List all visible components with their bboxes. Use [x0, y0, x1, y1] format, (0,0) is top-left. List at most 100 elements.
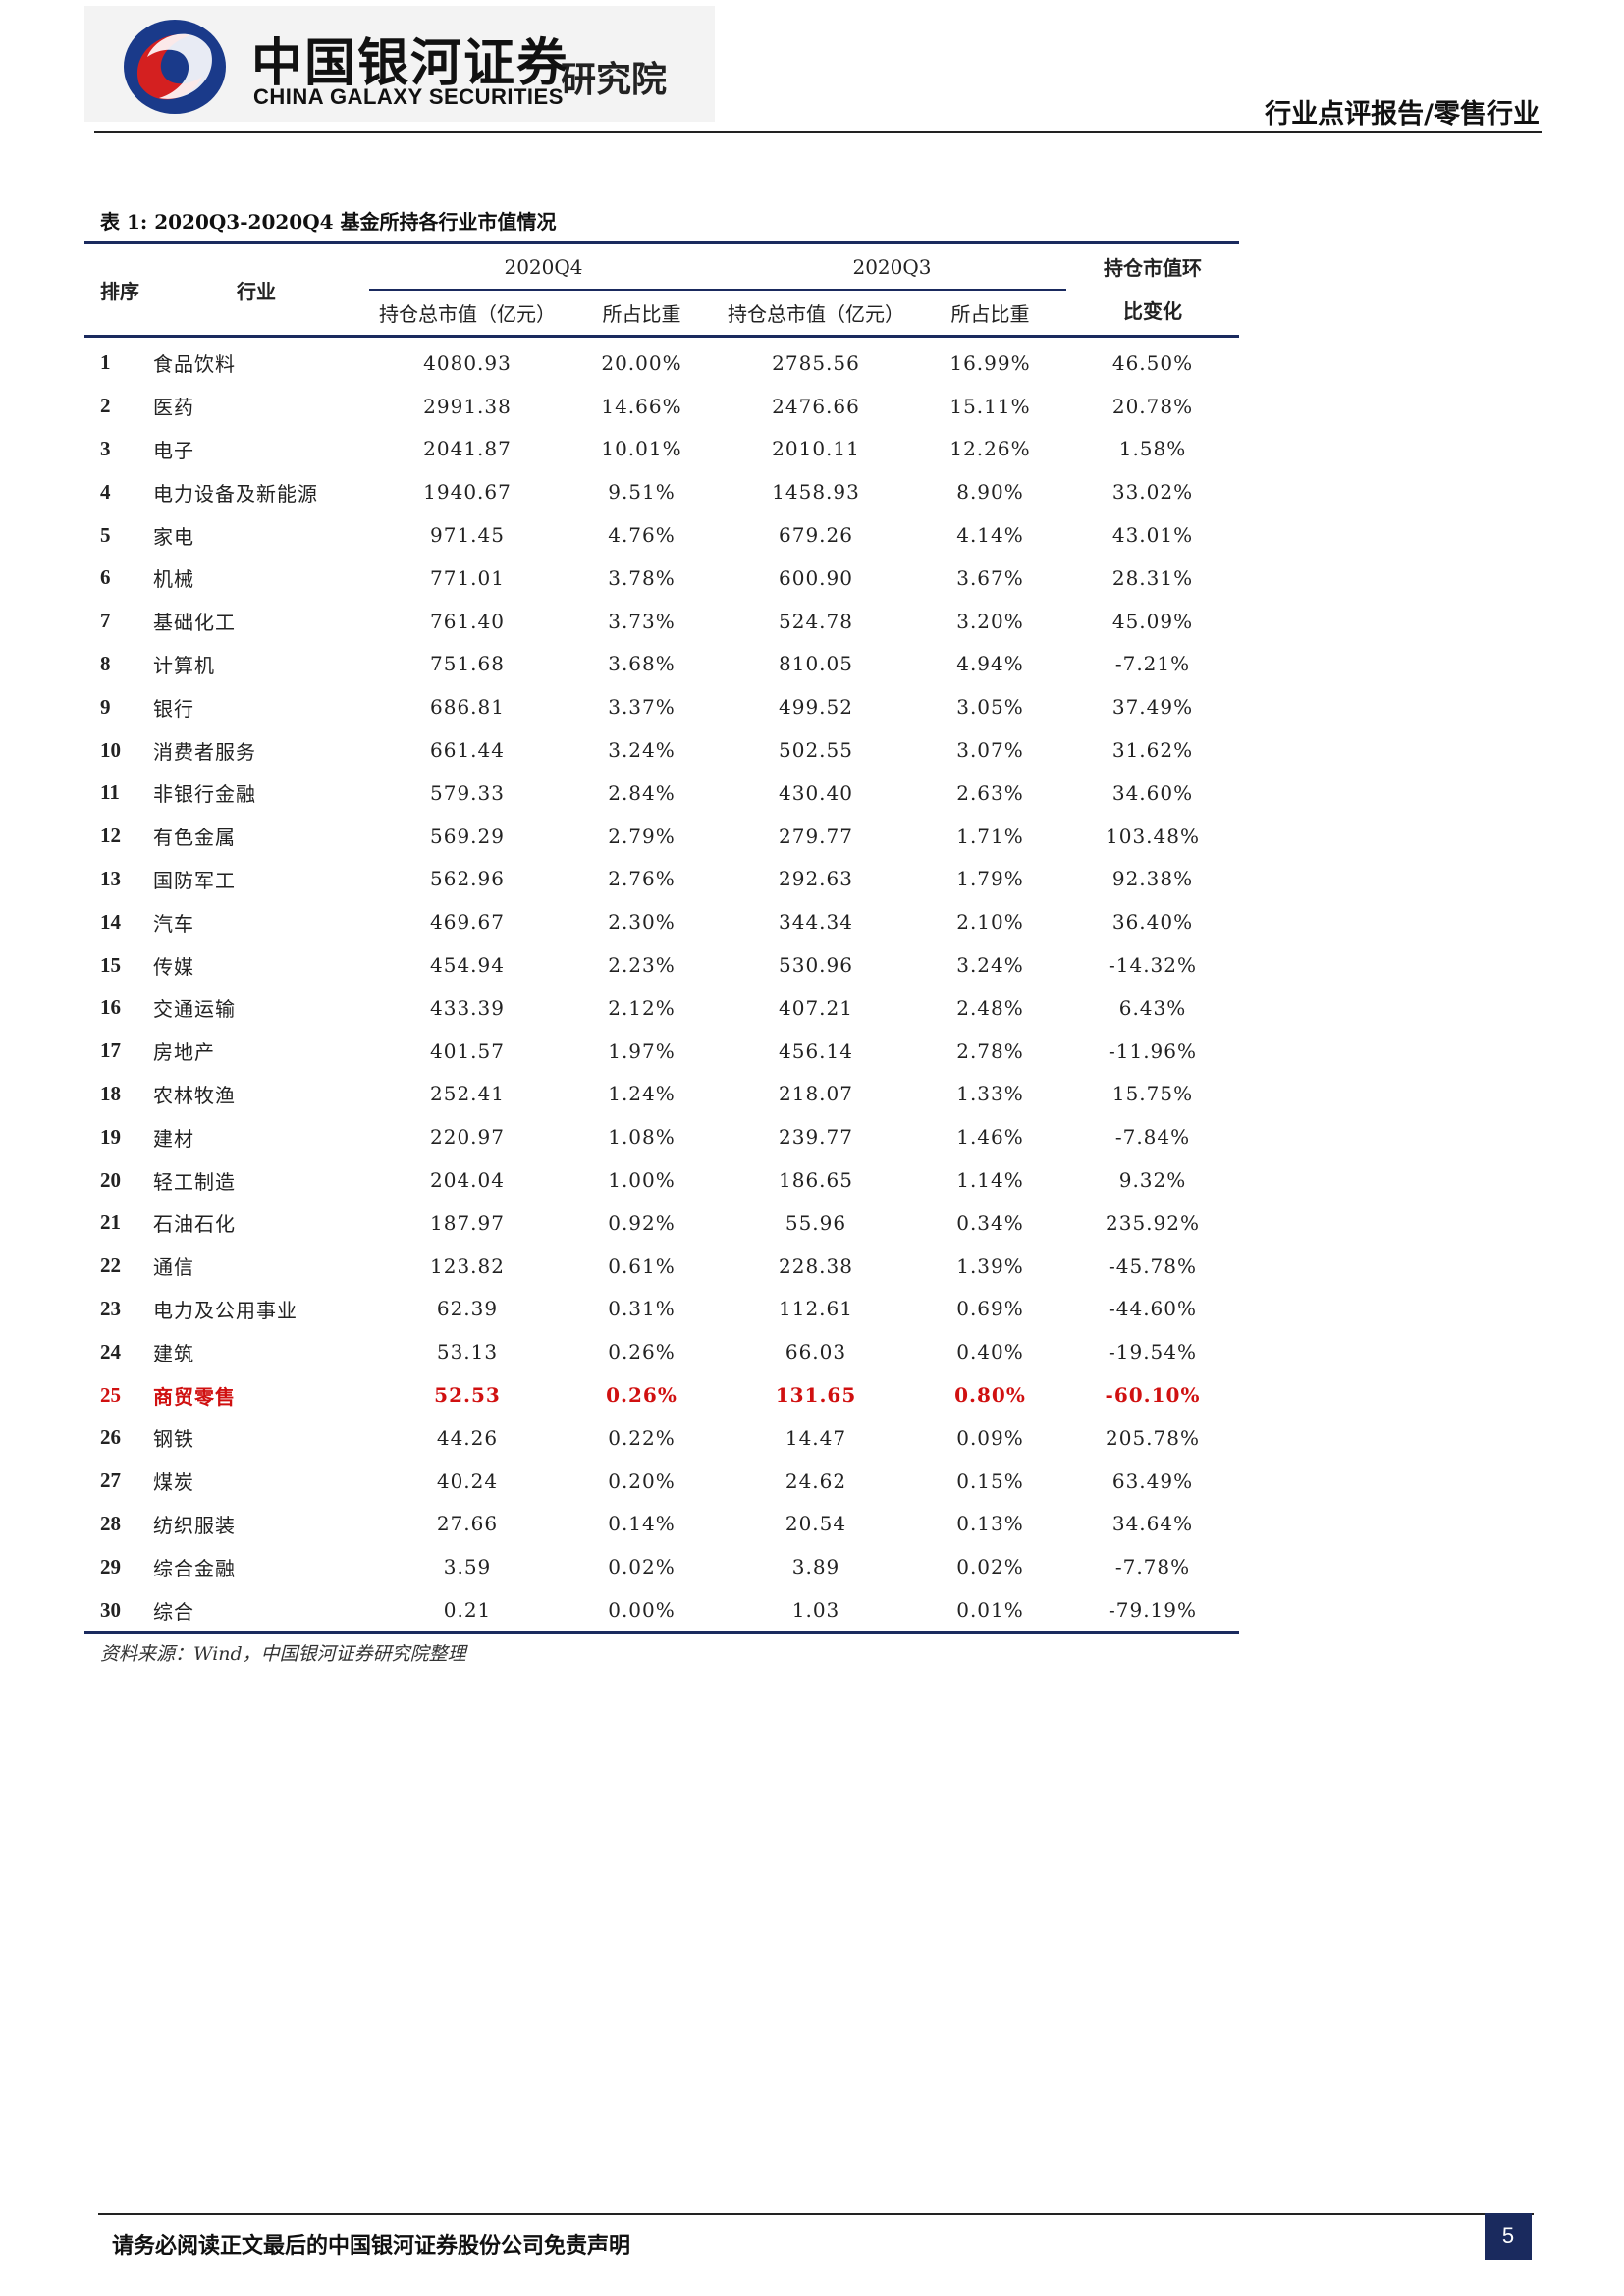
row-change: 235.92% [1106, 1210, 1200, 1235]
header-divider [94, 131, 1542, 133]
row-q4-market-value: 2991.38 [423, 394, 512, 418]
row-q3-market-value: 131.65 [775, 1383, 857, 1408]
table-row: 19 建材 220.97 1.08% 239.77 1.46% -7.84% [84, 1115, 1239, 1158]
row-q3-weight: 0.34% [956, 1210, 1024, 1235]
table-row: 10 消费者服务 661.44 3.24% 502.55 3.07% 31.62% [84, 728, 1239, 772]
table-row: 20 轻工制造 204.04 1.00% 186.65 1.14% 9.32% [84, 1158, 1239, 1201]
row-q4-market-value: 771.01 [430, 565, 505, 590]
table-row: 27 煤炭 40.24 0.20% 24.62 0.15% 63.49% [84, 1460, 1239, 1503]
header-q3-weight: 所占比重 [914, 290, 1066, 338]
row-q3-market-value: 430.40 [779, 780, 853, 805]
row-q4-weight: 0.26% [606, 1383, 677, 1408]
row-q3-weight: 0.40% [956, 1340, 1024, 1364]
row-change: -7.84% [1114, 1125, 1191, 1149]
row-q3-weight: 8.90% [956, 480, 1024, 505]
row-q4-market-value: 204.04 [430, 1168, 505, 1193]
row-rank: 19 [100, 1124, 121, 1148]
row-q4-market-value: 569.29 [430, 824, 505, 848]
row-rank: 30 [84, 1588, 153, 1634]
row-change: 20.78% [1111, 394, 1194, 418]
row-rank: 4 [100, 479, 111, 504]
row-rank: 18 [100, 1081, 121, 1105]
row-industry: 传媒 [153, 954, 194, 979]
row-q4-market-value: 661.44 [430, 738, 505, 763]
table-body: 1 食品饮料 4080.93 20.00% 2785.56 16.99% 46.50% 2 医药… [84, 337, 1239, 1634]
row-rank: 1 [100, 350, 111, 375]
row-rank: 24 [100, 1339, 121, 1363]
row-q3-weight: 1.14% [956, 1168, 1024, 1193]
table-row: 7 基础化工 761.40 3.73% 524.78 3.20% 45.09% [84, 600, 1239, 643]
row-change: -19.54% [1108, 1340, 1198, 1364]
row-rank: 13 [100, 866, 121, 890]
row-rank: 17 [100, 1039, 121, 1063]
row-q4-weight: 3.68% [608, 652, 676, 676]
row-rank: 28 [100, 1511, 121, 1535]
row-q4-weight: 10.01% [601, 437, 682, 461]
row-q3-weight: 2.10% [956, 910, 1024, 934]
row-q4-weight: 0.31% [608, 1297, 676, 1321]
table-row: 5 家电 971.45 4.76% 679.26 4.14% 43.01% [84, 513, 1239, 557]
row-industry: 电力及公用事业 [153, 1298, 298, 1322]
row-rank: 8 [100, 651, 111, 675]
row-q3-market-value: 112.61 [779, 1297, 853, 1321]
table-row: 11 非银行金融 579.33 2.84% 430.40 2.63% 34.60% [84, 772, 1239, 815]
table-row: 25 商贸零售 52.53 0.26% 131.65 0.80% -60.10% [84, 1373, 1239, 1416]
row-q4-market-value: 0.21 [369, 1588, 566, 1634]
row-change: 28.31% [1111, 565, 1194, 590]
row-change: 15.75% [1111, 1082, 1194, 1106]
row-q3-market-value: 20.54 [785, 1512, 847, 1536]
row-q4-market-value: 62.39 [436, 1297, 499, 1321]
table-row: 23 电力及公用事业 62.39 0.31% 112.61 0.69% -44.60% [84, 1288, 1239, 1331]
row-rank: 2 [100, 394, 111, 418]
row-q3-weight: 0.09% [956, 1425, 1024, 1450]
row-q4-weight: 1.24% [608, 1082, 676, 1106]
row-q3-weight: 0.02% [956, 1555, 1024, 1579]
footer-divider [98, 2213, 1534, 2215]
row-q3-market-value: 407.21 [779, 995, 853, 1020]
row-q3-weight: 12.26% [949, 437, 1031, 461]
row-q4-market-value: 187.97 [430, 1210, 505, 1235]
row-industry: 国防军工 [153, 868, 236, 892]
row-q3-weight: 0.80% [954, 1383, 1026, 1408]
row-q3-market-value: 239.77 [779, 1125, 853, 1149]
table-row: 30 综合 0.21 0.00% 1.03 0.01% -79.19% [84, 1588, 1239, 1634]
row-rank: 5 [100, 522, 111, 547]
row-rank: 21 [100, 1210, 121, 1235]
row-industry: 通信 [153, 1255, 194, 1280]
row-q3-market-value: 499.52 [779, 695, 853, 720]
row-q3-market-value: 1.03 [718, 1588, 914, 1634]
row-change: 1.58% [1118, 437, 1187, 461]
row-q3-weight: 0.01% [914, 1588, 1066, 1634]
table-row: 8 计算机 751.68 3.68% 810.05 4.94% -7.21% [84, 643, 1239, 686]
row-rank: 14 [100, 909, 121, 934]
row-rank: 6 [100, 565, 111, 590]
table-row: 1 食品饮料 4080.93 20.00% 2785.56 16.99% 46.50% [84, 337, 1239, 385]
row-q4-market-value: 469.67 [430, 910, 505, 934]
row-rank: 15 [100, 952, 121, 977]
row-q4-weight: 2.84% [608, 780, 676, 805]
table-source: 资料来源：Wind，中国银河证券研究院整理 [100, 1643, 466, 1665]
row-q3-market-value: 530.96 [779, 953, 853, 978]
table-row: 9 银行 686.81 3.37% 499.52 3.05% 37.49% [84, 685, 1239, 728]
row-q4-weight: 3.37% [608, 695, 676, 720]
row-q4-weight: 0.02% [608, 1555, 676, 1579]
row-rank: 7 [100, 609, 111, 633]
row-change: 6.43% [1118, 995, 1187, 1020]
row-q3-weight: 0.15% [956, 1468, 1024, 1493]
row-change: -45.78% [1108, 1254, 1198, 1278]
row-q3-market-value: 2785.56 [772, 350, 860, 375]
row-rank: 22 [100, 1254, 121, 1278]
row-change: 33.02% [1111, 480, 1194, 505]
row-q4-weight: 0.22% [608, 1425, 676, 1450]
row-change: 31.62% [1111, 738, 1194, 763]
header-q4-weight: 所占比重 [566, 290, 718, 338]
row-q4-weight: 3.73% [608, 609, 676, 633]
row-q4-weight: 3.24% [608, 738, 676, 763]
row-q4-market-value: 454.94 [430, 953, 505, 978]
logo-chinese-name: 中国银河证券 [251, 34, 570, 93]
row-q4-market-value: 1940.67 [423, 480, 512, 505]
header-rank: 排序 [84, 241, 153, 338]
row-q3-market-value: 679.26 [779, 523, 853, 548]
row-q4-weight: 9.51% [608, 480, 676, 505]
row-q3-market-value: 600.90 [779, 565, 853, 590]
